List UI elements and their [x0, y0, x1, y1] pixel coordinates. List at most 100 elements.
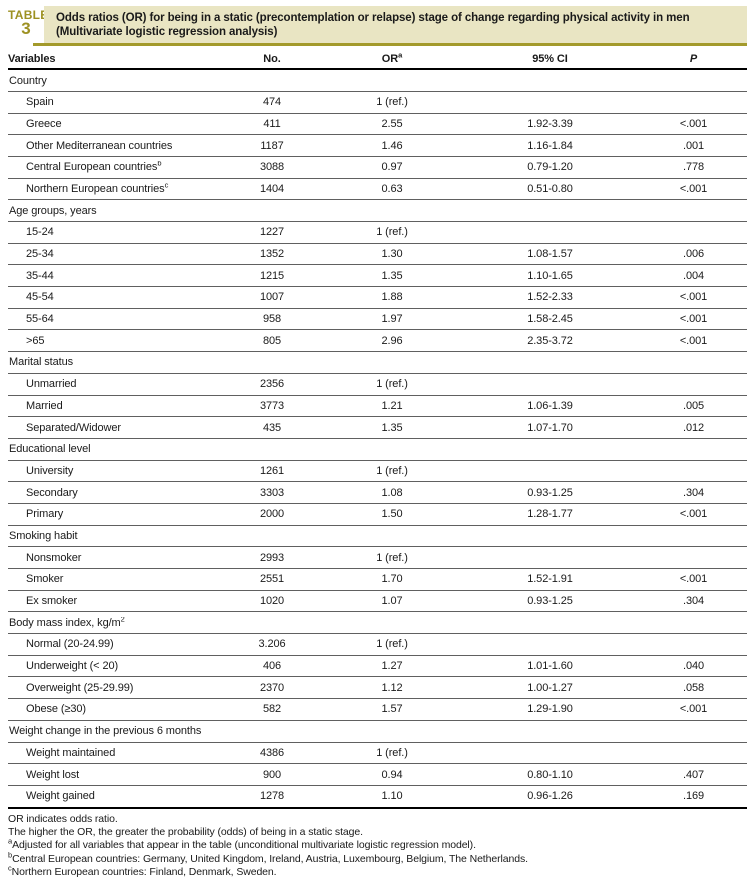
cell-or: 1.46 — [381, 139, 403, 152]
cell-no: 411 — [263, 117, 281, 130]
cell-or: 1.97 — [381, 313, 403, 326]
footnote-marker: a — [8, 836, 13, 846]
table-row: >65 805 2.96 2.35-3.72 <.001 — [8, 330, 747, 353]
cell-variable: 45-54 — [26, 291, 54, 304]
cell-variable: Separated/Widower — [26, 421, 121, 434]
cell-no: 2000 — [259, 508, 285, 521]
section-header-row: Educational level — [8, 439, 747, 461]
cell-variable: Normal (20-24.99) — [26, 638, 114, 651]
table-row: Other Mediterranean countries 1187 1.46 1.1… — [8, 135, 747, 157]
col-header-or-text: OR — [381, 52, 399, 65]
col-header-p: P — [689, 52, 698, 65]
table-row: 25-34 1352 1.30 1.08-1.57 .006 — [8, 244, 747, 266]
cell-ci: 1.52-1.91 — [527, 573, 573, 586]
cell-ci: 0.51-0.80 — [527, 182, 573, 195]
table-body: Country Spain 474 1 (ref.) Greece 411 2.55 1.92… — [8, 70, 747, 809]
cell-no: 2356 — [259, 378, 285, 391]
cell-no: 4386 — [259, 746, 285, 759]
cell-variable: Ex smoker — [26, 595, 78, 608]
cell-no: 582 — [262, 703, 282, 716]
table-number: 3 — [21, 19, 31, 38]
cell-or: 1 (ref.) — [376, 551, 408, 564]
cell-no: 3.206 — [258, 638, 286, 651]
cell-no: 1007 — [259, 291, 285, 304]
cell-no: 1404 — [259, 182, 285, 195]
cell-or: 1.10 — [381, 790, 403, 803]
table-row: Spain 474 1 (ref.) — [8, 92, 747, 114]
cell-or: 1 (ref.) — [376, 378, 408, 391]
cell-or: 1.88 — [381, 291, 403, 304]
section-header-row: Age groups, years — [8, 200, 747, 222]
cell-p: <.001 — [679, 703, 708, 716]
table-row: Northern European countriesc 1404 0.63 0.51… — [8, 179, 747, 201]
footnote-line: OR indicates odds ratio. — [8, 812, 118, 825]
table-row: 15-24 1227 1 (ref.) — [8, 222, 747, 244]
cell-no: 3303 — [259, 486, 285, 499]
cell-ci: 1.92-3.39 — [527, 117, 573, 130]
cell-ci: 1.52-2.33 — [527, 291, 573, 304]
cell-p: .407 — [682, 768, 704, 781]
cell-ci: 1.01-1.60 — [527, 660, 573, 673]
cell-variable: Weight lost — [26, 768, 80, 781]
cell-variable: Greece — [26, 117, 62, 130]
section-label: Country — [9, 74, 47, 87]
cell-ci: 1.00-1.27 — [527, 681, 573, 694]
cell-p: <.001 — [679, 508, 708, 521]
table-row: Overweight (25-29.99) 2370 1.12 1.00-1.27 .0… — [8, 677, 747, 700]
cell-variable: 35-44 — [26, 269, 54, 282]
cell-variable: Unmarried — [26, 378, 77, 391]
cell-no: 406 — [262, 660, 282, 673]
cell-or: 1 (ref.) — [376, 226, 408, 239]
table-row: 55-64 958 1.97 1.58-2.45 <.001 — [8, 309, 747, 331]
cell-no: 2993 — [259, 551, 285, 564]
cell-or: 1.35 — [381, 269, 403, 282]
footnote-marker: b — [8, 850, 13, 860]
cell-no: 805 — [262, 334, 282, 347]
cell-no: 474 — [262, 96, 282, 109]
table-title-bar: Odds ratios (OR) for being in a static (… — [44, 6, 747, 44]
cell-p: <.001 — [679, 117, 708, 130]
table-row: Unmarried 2356 1 (ref.) — [8, 374, 747, 396]
cell-p: <.001 — [679, 291, 708, 304]
cell-or: 2.55 — [381, 117, 403, 130]
footnotes: OR indicates odds ratio. The higher the O… — [8, 813, 747, 880]
cell-variable: >65 — [26, 334, 45, 347]
col-header-or-superscript: a — [398, 50, 403, 60]
cell-ci: 0.79-1.20 — [527, 161, 573, 174]
cell-no: 1215 — [259, 269, 285, 282]
cell-p: .006 — [682, 248, 704, 261]
cell-p: <.001 — [679, 182, 708, 195]
superscript-marker: b — [157, 161, 162, 168]
footnote-line: aAdjusted for all variables that appear … — [8, 836, 476, 852]
table-row: Nonsmoker 2993 1 (ref.) — [8, 547, 747, 569]
cell-variable: Other Mediterranean countries — [26, 139, 173, 152]
cell-no: 958 — [262, 313, 282, 326]
column-header-row: Variables No. ORa 95% CI P — [8, 49, 747, 71]
cell-variable: Spain — [26, 96, 54, 109]
col-header-variables: Variables — [8, 52, 56, 65]
table-row: Weight gained 1278 1.10 0.96-1.26 .169 — [8, 786, 747, 807]
footnote-marker: c — [8, 863, 12, 873]
section-header-row: Country — [8, 70, 747, 92]
cell-ci: 1.16-1.84 — [527, 139, 573, 152]
cell-no: 1278 — [259, 790, 285, 803]
cell-p: .058 — [682, 681, 704, 694]
section-label: Smoking habit — [9, 529, 78, 542]
table-row: Ex smoker 1020 1.07 0.93-1.25 .304 — [8, 591, 747, 613]
cell-or: 1.50 — [381, 508, 403, 521]
cell-ci: 2.35-3.72 — [527, 334, 573, 347]
cell-variable: Obese (≥30) — [26, 703, 86, 716]
cell-no: 1261 — [259, 464, 285, 477]
cell-or: 1 (ref.) — [376, 746, 408, 759]
section-label: Weight change in the previous 6 months — [9, 725, 202, 738]
table-row: 35-44 1215 1.35 1.10-1.65 .004 — [8, 265, 747, 288]
table-row: Normal (20-24.99) 3.206 1 (ref.) — [8, 634, 747, 656]
table-row: University 1261 1 (ref.) — [8, 461, 747, 483]
cell-no: 435 — [262, 421, 282, 434]
cell-no: 2551 — [259, 573, 285, 586]
cell-or: 0.63 — [381, 182, 403, 195]
footnote-line: cNorthern European countries: Finland, D… — [8, 863, 277, 879]
cell-or: 1 (ref.) — [376, 638, 408, 651]
superscript-marker: 2 — [120, 616, 125, 624]
